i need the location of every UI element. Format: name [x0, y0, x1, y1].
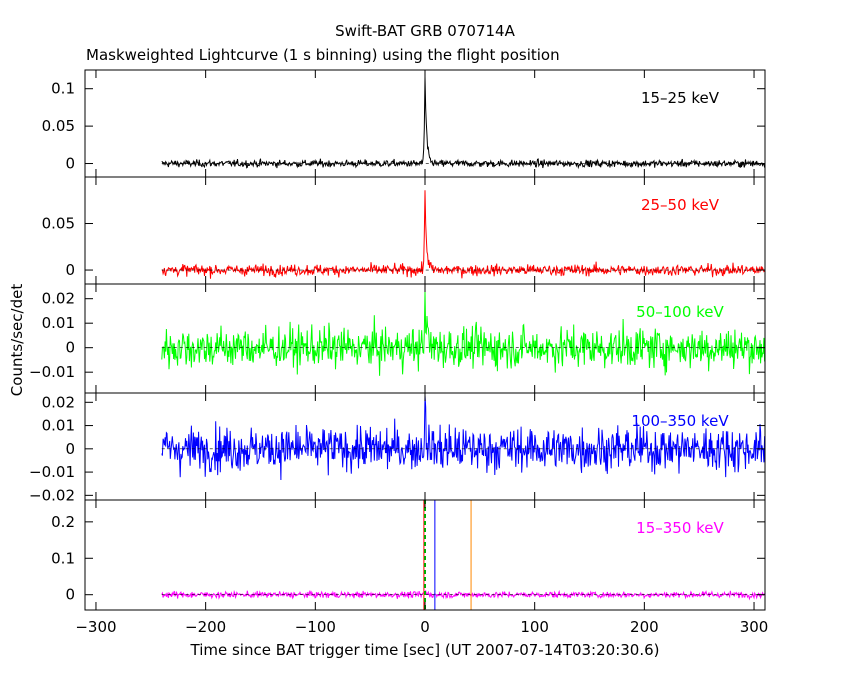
y-tick-label-0-2: 0.1 [51, 80, 75, 98]
band-label-4: 15–350 keV [636, 519, 724, 537]
y-tick-label-2-3: 0.02 [42, 290, 75, 308]
series-line-1 [161, 190, 765, 279]
x-tick-label-2: −100 [295, 618, 336, 636]
y-axis-label: Counts/sec/det [8, 284, 26, 397]
series-line-4 [161, 589, 766, 601]
y-tick-label-0-1: 0.05 [42, 117, 75, 135]
x-axis-label: Time since BAT trigger time [sec] (UT 20… [190, 641, 660, 659]
y-tick-label-2-1: 0 [65, 339, 75, 357]
y-tick-label-1-1: 0.05 [42, 215, 75, 233]
y-tick-label-3-2: 0 [65, 440, 75, 458]
y-tick-label-4-2: 0.2 [51, 513, 75, 531]
band-label-3: 100–350 keV [631, 412, 729, 430]
y-tick-label-4-0: 0 [65, 586, 75, 604]
chart-subtitle: Maskweighted Lightcurve (1 s binning) us… [86, 46, 560, 64]
x-tick-label-4: 100 [520, 618, 549, 636]
x-tick-label-0: −300 [75, 618, 116, 636]
chart-title: Swift-BAT GRB 070714A [335, 22, 515, 40]
panels-group: 0 0.05 0.1 15–25 keV 0 0.05 25–50 keV −0.01 0 0.0… [29, 69, 769, 636]
y-tick-label-3-0: −0.02 [29, 486, 75, 504]
panel-3: −0.02 −0.01 0 0.01 0.02 100–350 keV [29, 392, 766, 504]
x-tick-label-1: −200 [185, 618, 226, 636]
series-line-2 [161, 291, 766, 376]
band-label-0: 15–25 keV [641, 89, 720, 107]
x-tick-label-6: 300 [740, 618, 769, 636]
y-tick-label-0-0: 0 [65, 155, 75, 173]
x-tick-label-5: 200 [630, 618, 659, 636]
series-line-3 [161, 395, 766, 481]
y-tick-label-3-1: −0.01 [29, 463, 75, 481]
series-line-0 [161, 76, 766, 170]
x-tick-label-3: 0 [420, 618, 430, 636]
y-tick-label-4-1: 0.1 [51, 549, 75, 567]
y-tick-label-3-3: 0.01 [42, 417, 75, 435]
y-tick-label-2-0: −0.01 [29, 363, 75, 381]
panel-1: 0 0.05 25–50 keV [42, 176, 766, 285]
y-tick-label-2-2: 0.01 [42, 314, 75, 332]
y-tick-label-1-0: 0 [65, 261, 75, 279]
panel-4: 0 0.1 0.2 15–350 keV [51, 499, 766, 611]
band-label-1: 25–50 keV [641, 196, 720, 214]
y-tick-label-3-4: 0.02 [42, 393, 75, 411]
band-label-2: 50–100 keV [636, 303, 724, 321]
panel-2: −0.01 0 0.01 0.02 50–100 keV [29, 283, 766, 394]
panel-0: 0 0.05 0.1 15–25 keV [42, 69, 766, 178]
